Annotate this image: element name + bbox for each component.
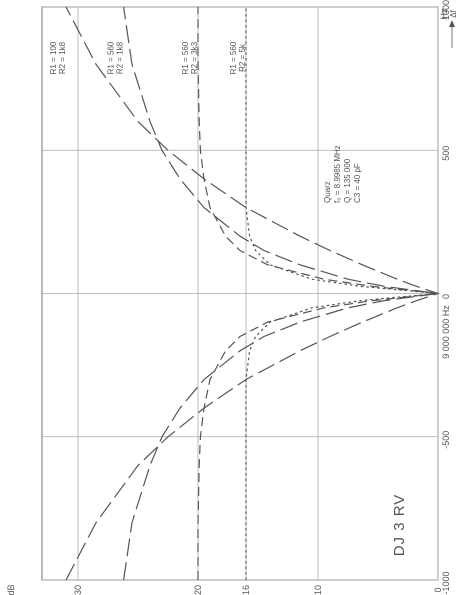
quartz-annotation: Quarz f₀ = 8.9985 MHz Q = 135 000 C3 = 40 p… (323, 145, 362, 203)
annotation-line: Q = 135 000 (343, 158, 352, 203)
y-tick-label: 10 (313, 585, 323, 595)
frequency-arrow-head (449, 20, 455, 27)
x-unit-label: Hz (439, 8, 449, 19)
y-tick-label: 20 (193, 585, 203, 595)
series-curve (123, 6, 439, 581)
series-labels: R1 = 100 R2 = 1k8 R1 = 560 R2 = 1k8 R1 = 560… (49, 41, 247, 74)
annotation-line: f₀ = 8.9985 MHz (333, 145, 342, 203)
x-tick-label: 500 (441, 146, 451, 161)
series-label: R1 = 560 (181, 41, 190, 74)
series-label: R1 = 100 (49, 41, 58, 74)
x-tick-label: -1000 (441, 571, 451, 594)
series-label: R1 = 560 (107, 41, 116, 74)
annotation-line: C3 = 40 pF (353, 163, 362, 203)
tick-labels: -1000 -500 0 500 1000 0 10 16 20 30 (73, 0, 451, 595)
series-curve (197, 7, 439, 580)
y-tick-label: 30 (73, 585, 83, 595)
series-label: R2 = 1k8 (116, 41, 125, 74)
delta-f-label: Δf (449, 9, 458, 17)
chart-title: DJ 3 RV (391, 494, 408, 557)
y-tick-label: 0 (433, 587, 443, 592)
grid (42, 6, 439, 581)
series-label: R2 = 1k8 (58, 41, 67, 74)
series-curve (245, 7, 439, 580)
x-tick-label: 0 (441, 294, 451, 299)
x-tick-label: 1000 (441, 0, 451, 20)
y-unit-label: dB (6, 584, 16, 595)
series-label: R2 = 3k3 (190, 41, 199, 74)
series-label: R1 = 560 (229, 41, 238, 74)
y-tick-label: 16 (241, 585, 251, 595)
center-frequency-label: 9 000 000 Hz (441, 305, 451, 359)
series-label: R2 = 5k (238, 43, 247, 72)
curves (65, 6, 440, 581)
x-tick-label: -500 (441, 431, 451, 449)
annotation-line: Quarz (323, 181, 332, 203)
